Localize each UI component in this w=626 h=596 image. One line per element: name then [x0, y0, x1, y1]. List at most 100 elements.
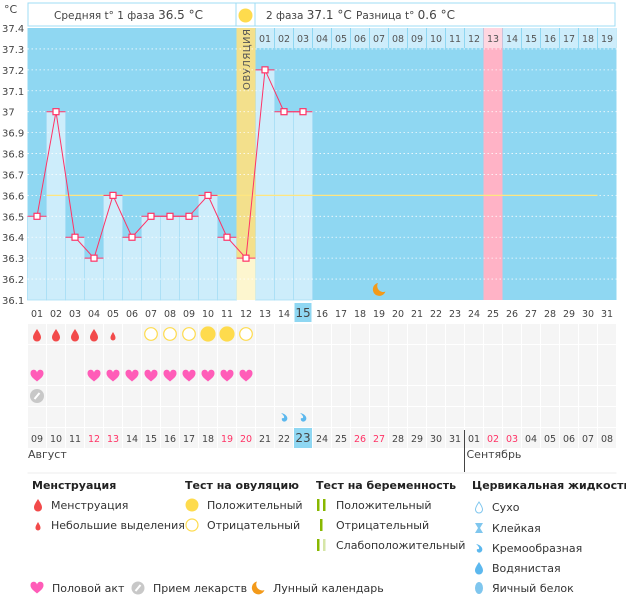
row-cell [598, 345, 616, 365]
heart-icon [220, 369, 234, 382]
row-cell [427, 407, 445, 427]
calendar-cell [313, 428, 331, 448]
row-cell [484, 345, 502, 365]
y-tick-label: 37 [2, 108, 15, 119]
heart-icon [239, 369, 253, 382]
legend-title-ovulation-test: Тест на овуляцию [185, 479, 299, 492]
small-drop-icon [35, 522, 41, 531]
calendar-date: 28 [392, 434, 404, 445]
row-cell [66, 407, 84, 427]
row-cell [218, 407, 236, 427]
row-cell [313, 324, 331, 344]
calendar-date: 21 [259, 434, 271, 445]
temperature-point [242, 254, 250, 262]
temperature-point [71, 233, 79, 241]
row-cell [275, 365, 293, 385]
temperature-point [280, 108, 288, 116]
calendar-date: 14 [126, 434, 138, 445]
temperature-point [204, 191, 212, 199]
phase2-day-label: 07 [373, 34, 385, 45]
row-cell [161, 407, 179, 427]
row-cell [294, 365, 312, 385]
row-cell [104, 345, 122, 365]
phase2-day-label: 03 [297, 34, 309, 45]
calendar-date: 04 [525, 434, 537, 445]
calendar-date: 03 [506, 434, 518, 445]
spotting-drop-icon [110, 332, 116, 341]
phase2-label: 2 фаза 37.1 °C [266, 8, 352, 22]
calendar-cell [199, 428, 217, 448]
row-cell [180, 345, 198, 365]
calendar-date: 02 [487, 434, 499, 445]
pill-slash [33, 392, 41, 400]
legend-item-egg-white: Яичный белок [474, 580, 574, 596]
legend-item-spotting: Небольшие выделения [33, 517, 185, 533]
legend-item-watery: Водянистая [474, 560, 561, 576]
calendar-cell [579, 428, 597, 448]
row-cell [104, 386, 122, 406]
row-cell [541, 324, 559, 344]
row-cell [465, 324, 483, 344]
calendar-date: 09 [31, 434, 43, 445]
x-tick-label: 29 [563, 309, 575, 320]
row-cell [85, 386, 103, 406]
x-tick-label: 08 [164, 309, 176, 320]
row-cell [560, 345, 578, 365]
row-cell [427, 345, 445, 365]
x-tick-label: 23 [449, 309, 461, 320]
calendar-cell [275, 428, 293, 448]
legend-item-pregnancy-positive: Положительный [316, 497, 432, 513]
row-cell [351, 407, 369, 427]
calendar-cell [47, 428, 65, 448]
row-cell [446, 365, 464, 385]
calendar-cell [522, 428, 540, 448]
row-cell [313, 345, 331, 365]
temperature-point [52, 108, 60, 116]
calendar-cell [180, 428, 198, 448]
heart-icon [144, 369, 158, 382]
row-cell [180, 386, 198, 406]
x-tick-label: 28 [544, 309, 556, 320]
calendar-date: 07 [582, 434, 594, 445]
phase2-day-cell [427, 28, 445, 48]
x-tick-label: 15 [295, 306, 310, 320]
menstruation-drop-icon [33, 329, 41, 342]
temperature-bar [65, 236, 85, 301]
phase2-day-label: 14 [506, 34, 518, 45]
y-tick-label: 37.3 [2, 45, 24, 56]
row-cell [389, 407, 407, 427]
calendar-cell [85, 428, 103, 448]
x-tick-label: 03 [69, 309, 81, 320]
phase2-day-cell [541, 28, 559, 48]
row-cell [237, 386, 255, 406]
calendar-cell [541, 428, 559, 448]
calendar-date: 24 [316, 434, 328, 445]
row-cell [237, 407, 255, 427]
row-cell [427, 324, 445, 344]
row-cell [123, 345, 141, 365]
row-cell [66, 345, 84, 365]
menstruation-drop-icon [52, 329, 60, 342]
row-cell [541, 407, 559, 427]
x-tick-label: 05 [107, 309, 119, 320]
dry-drop-icon [474, 501, 484, 514]
unit-label: °C [4, 3, 18, 16]
creamy-icon [476, 544, 483, 553]
today-marker [294, 303, 312, 322]
calendar-date: 11 [69, 434, 81, 445]
legend-item-pregnancy-weak: Слабоположительный [316, 537, 465, 553]
row-cell [66, 386, 84, 406]
row-cell [85, 345, 103, 365]
temperature-bar [46, 111, 66, 301]
y-tick-label: 36.6 [2, 191, 24, 202]
phase2-day-cell [579, 28, 597, 48]
legend-item-pregnancy-negative: Отрицательный [316, 517, 429, 533]
row-cell [47, 407, 65, 427]
menstruation-drop-icon [71, 329, 79, 342]
row-cell [28, 407, 46, 427]
row-cell [370, 345, 388, 365]
row-cell [85, 407, 103, 427]
row-cell [142, 386, 160, 406]
row-cell [332, 365, 350, 385]
y-tick-label: 37.1 [2, 87, 24, 98]
